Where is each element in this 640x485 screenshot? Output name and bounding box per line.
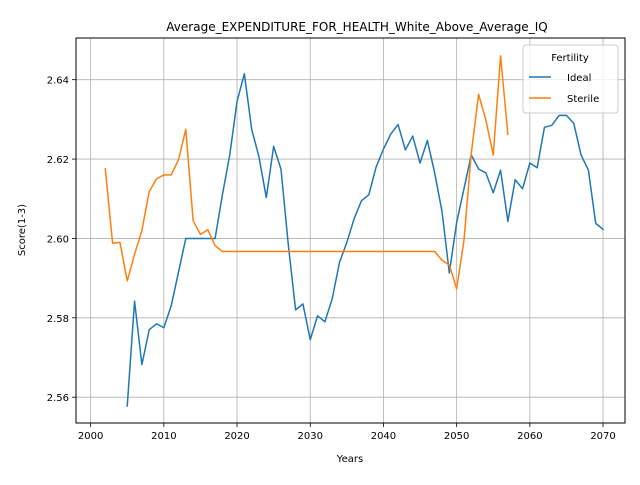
y-axis-label: Score(1-3) — [17, 204, 28, 256]
legend-label-ideal: Ideal — [567, 73, 591, 84]
plot-frame — [75, 37, 626, 424]
x-tick-label: 2040 — [371, 431, 396, 442]
y-tick-label: 2.60 — [47, 234, 69, 245]
series-lines — [104, 55, 605, 407]
x-axis: 2000 2010 2020 2030 2040 2050 2060 2070 — [78, 423, 616, 442]
x-tick-label: 2060 — [517, 431, 542, 442]
legend-title: Fertility — [551, 53, 589, 64]
x-tick-label: 2030 — [298, 431, 323, 442]
y-tick-label: 2.56 — [47, 393, 69, 404]
x-tick-label: 2000 — [78, 431, 103, 442]
y-tick-label: 2.58 — [47, 314, 69, 325]
y-tick-label: 2.62 — [47, 155, 69, 166]
x-tick-label: 2050 — [444, 431, 469, 442]
series-line-ideal — [126, 72, 605, 407]
x-tick-label: 2070 — [590, 431, 615, 442]
y-tick-label: 2.64 — [47, 76, 69, 87]
x-tick-label: 2020 — [224, 431, 249, 442]
series-line-sterile — [104, 55, 509, 290]
legend: Fertility Ideal Sterile — [522, 44, 619, 114]
x-tick-label: 2010 — [151, 431, 176, 442]
chart-title: Average_EXPENDITURE_FOR_HEALTH_White_Abo… — [166, 20, 547, 34]
legend-label-sterile: Sterile — [567, 94, 599, 105]
y-axis: 2.56 2.58 2.60 2.62 2.64 — [47, 76, 76, 404]
legend-box — [522, 44, 619, 114]
x-axis-label: Years — [336, 454, 363, 465]
